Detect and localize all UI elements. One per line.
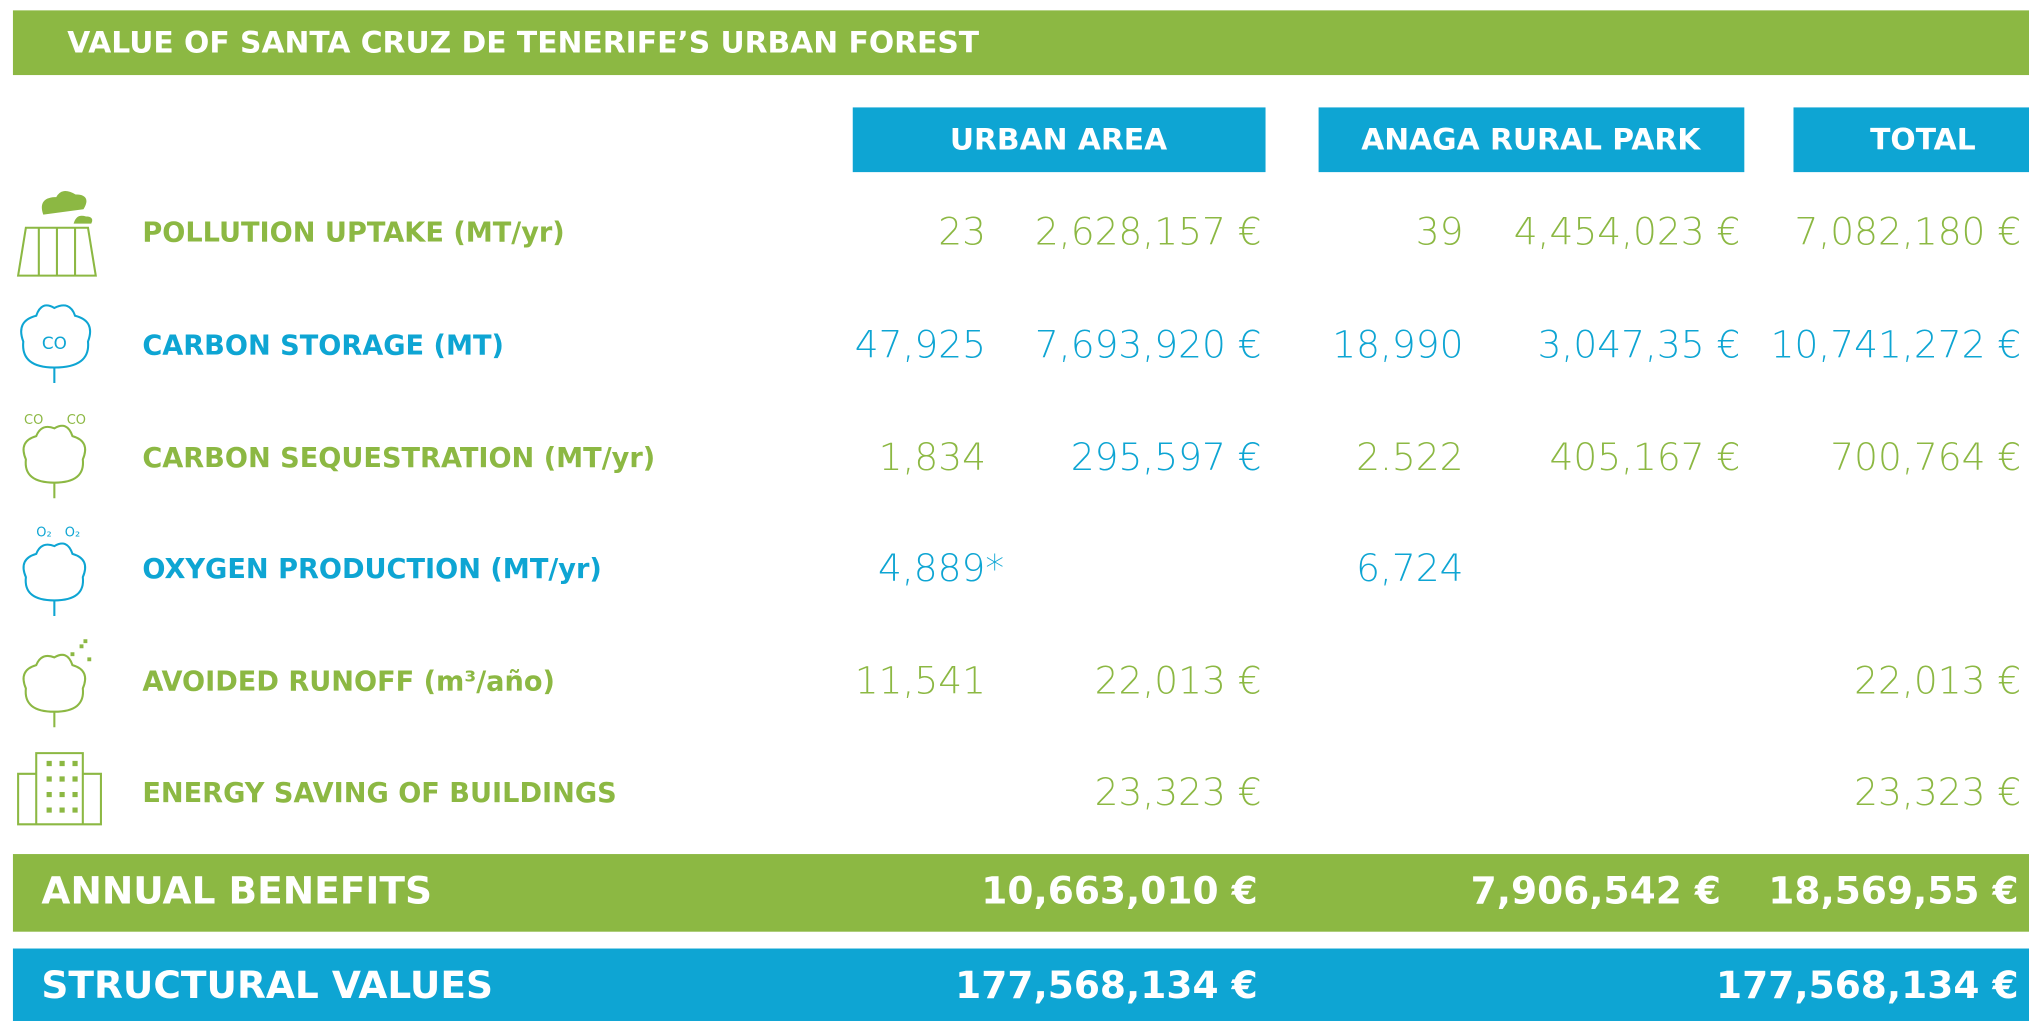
title-bar (12, 10, 2029, 76)
cell-value: 11,541 (855, 659, 986, 703)
icon-tree-rain (22, 639, 92, 728)
cell-value: 4,454,023 € (1514, 210, 1741, 254)
cell-value: 22,013 € (1854, 659, 2021, 703)
summary-value: 10,663,010 € (981, 868, 1258, 912)
title: VALUE OF SANTA CRUZ DE TENERIFE’S URBAN … (67, 26, 979, 61)
summary-value: 177,568,134 € (955, 963, 1258, 1007)
icon-text: O₂ (65, 526, 80, 541)
cell-value: 4,889* (878, 546, 1004, 590)
cell-value: 23,323 € (1095, 770, 1262, 814)
cell-value: 700,764 € (1830, 435, 2021, 479)
icon-building (17, 752, 102, 826)
icon-text: CO (24, 413, 43, 428)
icon-text: CO (42, 333, 67, 353)
cell-value: 6,724 (1356, 546, 1463, 590)
icon-tree: CO (20, 304, 92, 384)
column-header: ANAGA RURAL PARK (1361, 123, 1701, 158)
row-label: POLLUTION UPTAKE (MT/yr) (142, 218, 564, 249)
icon-tree: O₂ O₂ (22, 526, 87, 616)
icon-tree: CO CO (22, 413, 87, 499)
icon-factory (16, 191, 97, 277)
row-label: ENERGY SAVING OF BUILDINGS (142, 778, 616, 809)
summary-value: 18,569,55 € (1768, 868, 2018, 912)
summary-value: 7,906,542 € (1471, 868, 1721, 912)
cell-value: 7,082,180 € (1795, 210, 2022, 254)
header-box (852, 107, 1266, 173)
cell-value: 295,597 € (1071, 435, 1262, 479)
icon-text: CO (67, 413, 86, 428)
header-box (1318, 107, 1745, 173)
cell-value: 1,834 (879, 435, 986, 479)
row-label: CARBON SEQUESTRATION (MT/yr) (142, 443, 655, 474)
summary-value: 177,568,134 € (1716, 963, 2019, 1007)
cell-value: 23,323 € (1854, 770, 2021, 814)
cell-value: 3,047,35 € (1538, 322, 1741, 366)
row-label: OXYGEN PRODUCTION (MT/yr) (142, 554, 601, 585)
cell-value: 7,693,920 € (1035, 322, 1262, 366)
column-header: URBAN AREA (950, 123, 1167, 158)
cell-value: 2,628,157 € (1035, 210, 1262, 254)
cell-value: 23 (938, 210, 986, 254)
summary-bar (12, 948, 2029, 1021)
row-label: CARBON STORAGE (MT) (142, 330, 504, 361)
column-header: TOTAL (1870, 123, 1976, 158)
cell-value: 18,990 (1332, 322, 1463, 366)
summary-label: STRUCTURAL VALUES (41, 963, 493, 1007)
header-box (1793, 107, 2029, 173)
row-label: AVOIDED RUNOFF (m³/año) (142, 667, 555, 698)
cell-value: 10,741,272 € (1771, 322, 2022, 366)
cell-value: 39 (1416, 210, 1464, 254)
cell-value: 22,013 € (1095, 659, 1262, 703)
summary-label: ANNUAL BENEFITS (41, 868, 432, 912)
cell-value: 405,167 € (1549, 435, 1740, 479)
cell-value: 47,925 (855, 322, 986, 366)
cell-value: 2.522 (1356, 435, 1463, 479)
summary-bar (12, 854, 2029, 932)
icon-text: O₂ (36, 526, 51, 541)
